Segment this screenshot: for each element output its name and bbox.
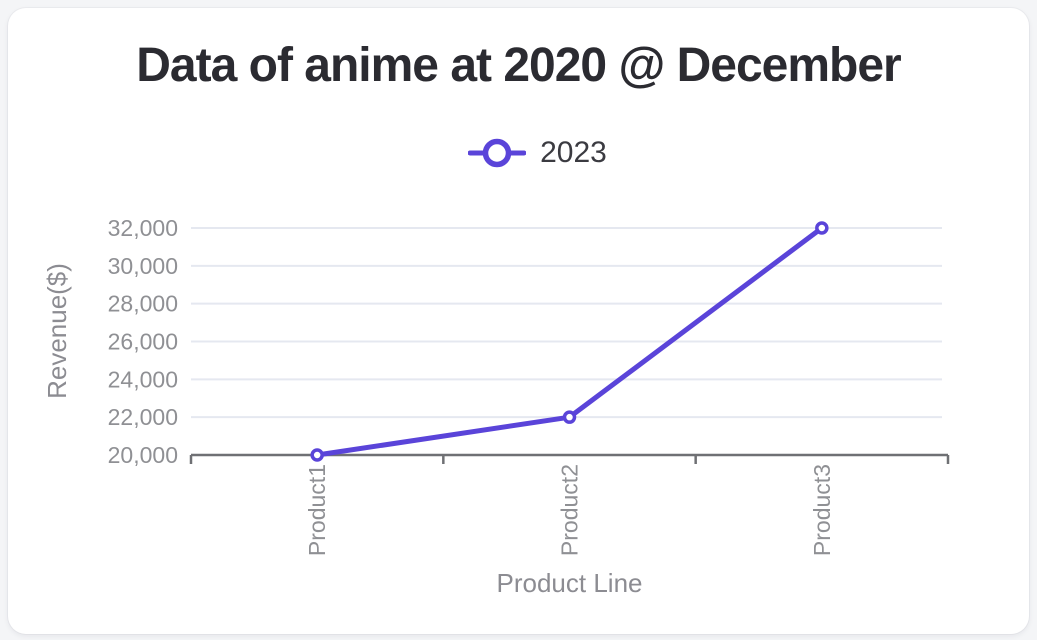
data-point-marker[interactable] <box>815 221 829 235</box>
legend-line-marker-icon <box>468 138 527 168</box>
line-chart: 20,000 22,000 24,000 26,000 28,000 30,000 32,0… <box>42 215 950 598</box>
y-tick-label: 20,000 <box>108 442 178 468</box>
x-axis-title: Product Line <box>497 568 643 598</box>
chart-title: Data of anime at 2020 @ December <box>136 39 901 92</box>
legend-item-2023[interactable]: 2023 <box>468 136 607 170</box>
y-axis-title: Revenue($) <box>42 263 72 399</box>
y-tick-label: 28,000 <box>108 291 178 317</box>
legend-label: 2023 <box>540 136 607 169</box>
y-tick-label: 26,000 <box>108 329 178 355</box>
y-tick-label: 24,000 <box>108 366 178 392</box>
data-point-marker[interactable] <box>310 448 324 462</box>
x-tick-label: Product3 <box>809 464 835 556</box>
legend: 2023 <box>27 136 1037 170</box>
chart-card: Data of anime at 2020 @ December 2023 20… <box>8 8 1029 634</box>
x-tick-label: Product1 <box>304 464 330 556</box>
y-tick-label: 32,000 <box>108 215 178 241</box>
data-point-marker[interactable] <box>562 410 577 424</box>
y-tick-label: 22,000 <box>108 404 178 430</box>
x-tick-label: Product2 <box>557 464 583 556</box>
y-tick-label: 30,000 <box>108 253 178 279</box>
